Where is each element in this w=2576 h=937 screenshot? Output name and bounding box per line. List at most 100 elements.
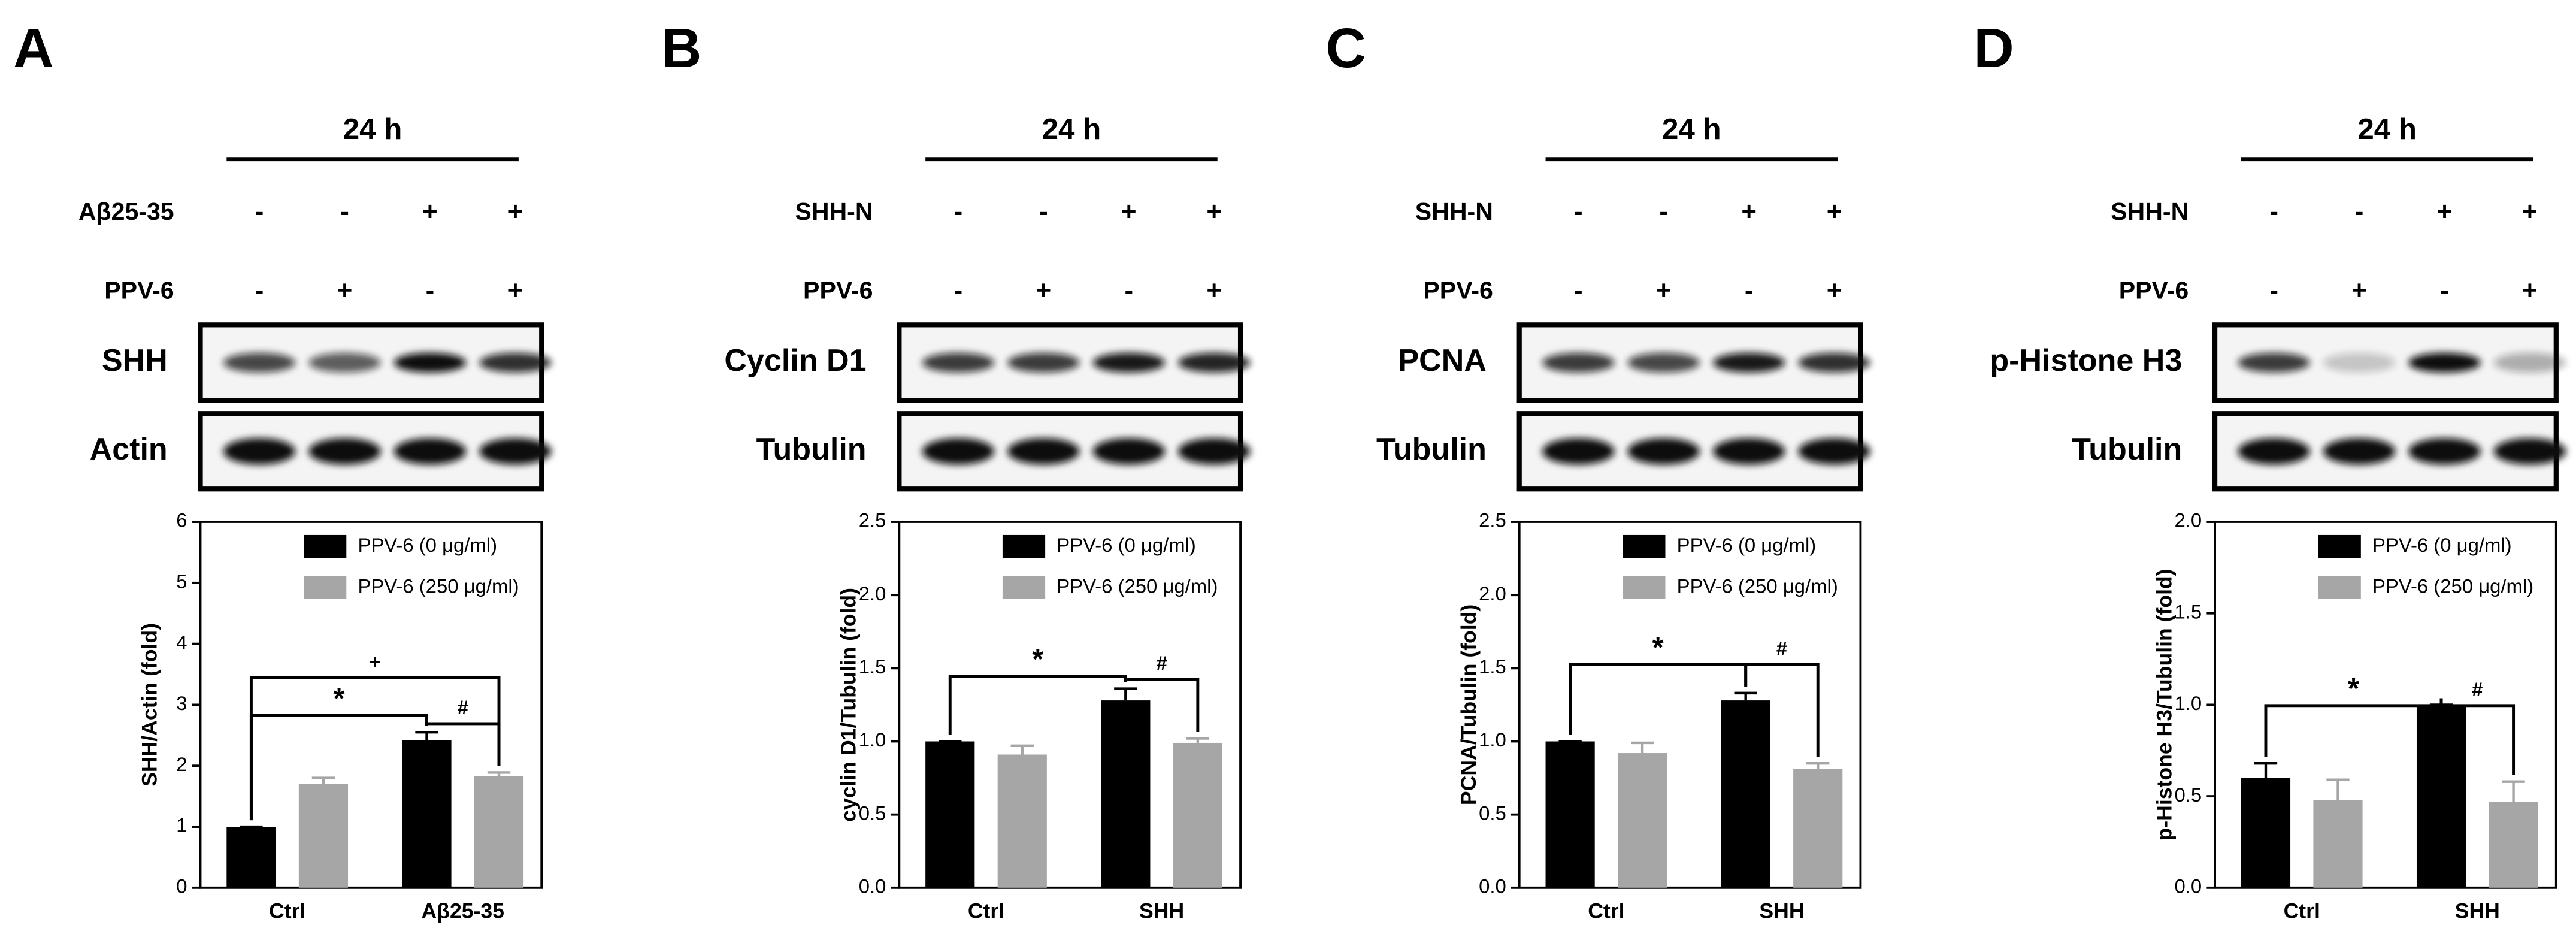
legend-label: PPV-6 (250 μg/ml) [1677,575,1838,597]
blot-label: Cyclin D1 [724,343,866,378]
legend-swatch [1623,576,1666,599]
blot-band [1007,438,1080,465]
treatment-sign: - [2355,197,2364,226]
y-tick-label: 4 [176,631,187,653]
blot-band [1627,352,1700,373]
bar [925,741,975,888]
bar [2416,705,2466,888]
blot-band [922,352,995,373]
error-bar [487,771,511,776]
panel-letter: A [13,17,53,79]
significance-mark: * [333,682,345,715]
legend-swatch [1002,534,1046,558]
y-tick-label: 3 [176,692,187,714]
axis [898,521,1242,889]
blot-band [479,438,552,465]
error-bar [311,776,335,784]
treatment-sign: - [1125,276,1134,305]
blot-band [2493,438,2566,465]
legend-label: PPV-6 (250 μg/ml) [1057,575,1218,597]
legend-swatch [2318,576,2361,599]
treatment-sign: + [2437,197,2453,226]
treatment-sign: - [1039,197,1048,226]
legend-label: PPV-6 (250 μg/ml) [2372,575,2533,597]
legend-label: PPV-6 (0 μg/ml) [1677,534,1817,556]
y-tick-label: 1.5 [1479,655,1506,678]
y-axis-label: PCNA/Tubulin (fold) [1457,604,1481,805]
panel: B 24 h SHH-N - - + + PPV-6 - + - + Cyclin D1 Tubulin 0… [661,17,1251,923]
bar [474,776,524,888]
significance-mark: * [1032,643,1044,676]
legend-label: PPV-6 (250 μg/ml) [358,575,519,597]
y-axis-label: cyclin D1/Tubulin (fold) [837,588,861,822]
y-tick-label: 1.5 [859,655,886,678]
blot-band [393,352,467,373]
blot-band [1712,352,1785,373]
error-bar [2254,761,2278,778]
blot-band [2493,352,2566,373]
treatment-label: SHH-N [1415,198,1493,225]
treatment-sign: - [1659,197,1668,226]
bar [2489,802,2538,888]
treatment-sign: - [954,197,963,226]
blot-band [1798,438,1870,465]
significance-bracket [2264,698,2443,757]
significance-bracket [2439,698,2516,775]
blot-band [1007,352,1080,373]
panel: D 24 h SHH-N - - + + PPV-6 - + - + p-Histone H3 Tubul… [1973,17,2566,923]
significance-bracket [948,675,1127,735]
y-tick-label: 1.0 [1479,729,1506,751]
bar [2241,778,2291,888]
significance-bracket [425,722,501,766]
treatment-sign: + [1036,276,1052,305]
blot-band [308,352,381,373]
blot-band [1092,352,1166,373]
treatment-sign: - [1574,276,1583,305]
treatment-sign: - [954,276,963,305]
blot-band [1798,352,1870,373]
treatment-sign: + [508,276,523,305]
significance-bracket [249,714,428,821]
blot-label: SHH [102,343,168,378]
significance-bracket [1744,663,1820,757]
legend-swatch [1623,534,1666,558]
significance-mark: # [1776,637,1787,659]
panel: A 24 h Aβ25-35 - - + + PPV-6 - + - + SHH Actin 0 1 2 3 4 5 6… [13,17,552,923]
treatment-sign: - [2440,276,2449,305]
treatment-sign: + [1206,276,1222,305]
blot-band [2408,352,2481,373]
treatment-sign: + [1827,197,1842,226]
y-axis-label: SHH/Actin (fold) [138,623,162,787]
bar [1793,769,1843,888]
blot-band [922,438,995,465]
blot-band [223,438,296,465]
legend-swatch [304,576,347,599]
x-tick-label: Ctrl [2284,899,2320,923]
axis [2214,521,2557,889]
time-label: 24 h [1662,113,1721,146]
y-tick-label: 6 [176,509,187,531]
error-bar [1114,687,1137,701]
axis [199,521,543,889]
treatment-sign: + [422,197,438,226]
bar [1618,753,1667,888]
x-tick-label: SHH [2455,899,2500,923]
error-bar [1734,691,1757,701]
error-bar [415,731,438,740]
treatment-sign: + [2351,276,2367,305]
bar [1545,741,1595,888]
bar [1173,742,1222,888]
legend-label: PPV-6 (0 μg/ml) [1057,534,1196,556]
treatment-label: PPV-6 [803,276,873,304]
blot-label: p-Histone H3 [1990,343,2182,378]
axis [1518,521,1862,889]
significance-mark: + [370,650,381,672]
y-axis-label: p-Histone H3/Tubulin (fold) [2152,569,2176,841]
treatment-sign: + [1741,197,1757,226]
y-tick-label: 1.0 [2174,692,2202,714]
x-tick-label: SHH [1139,899,1184,923]
y-tick-label: 2.0 [859,582,886,604]
treatment-label: PPV-6 [2119,276,2188,304]
y-tick-label: 0.0 [1479,875,1506,897]
time-label: 24 h [2357,113,2417,146]
